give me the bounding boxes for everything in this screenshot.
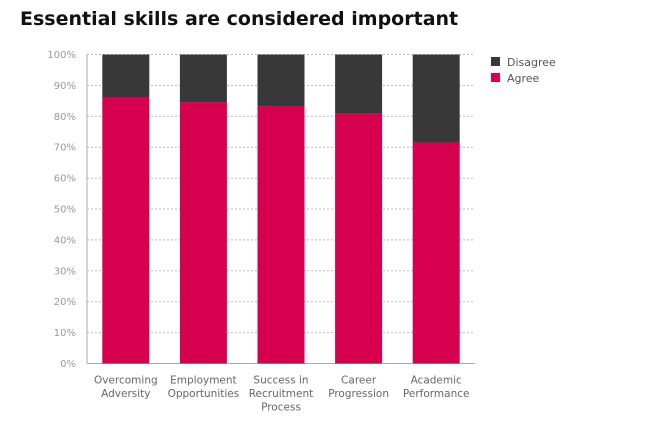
y-tick-label: 10% [54,328,76,339]
bar-agree [179,102,227,364]
y-tick-label: 40% [54,235,76,246]
legend-label-agree: Agree [507,72,540,85]
bar-disagree [335,54,383,114]
bar-agree [335,113,383,364]
bar-agree [257,106,305,364]
y-tick-label: 100% [47,50,76,61]
y-tick-label: 80% [54,112,76,123]
bar-disagree [412,54,460,143]
legend-swatch-agree [491,73,500,82]
y-tick-label: 90% [54,81,76,92]
bar-disagree [257,54,305,107]
legend-swatch-disagree [491,57,500,66]
chart-title: Essential skills are considered importan… [20,8,459,30]
y-tick-label: 0% [60,359,76,370]
y-tick-label: 30% [54,266,76,277]
legend-label-disagree: Disagree [507,56,556,69]
y-tick-label: 50% [54,205,76,216]
bar-agree [412,142,460,364]
x-tick-label: Academic Performance [403,375,470,401]
bar-disagree [102,54,150,98]
x-tick-label: Employment Opportunities [168,375,240,401]
bar-agree [102,97,150,364]
x-tick-label: Career Progression [328,375,389,401]
y-tick-label: 60% [54,174,76,185]
x-tick-label: Overcoming Adversity [94,375,158,401]
bar-disagree [179,54,227,103]
x-tick-label: Success in Recruitment Process [249,375,314,414]
y-tick-label: 20% [54,297,76,308]
y-tick-label: 70% [54,143,76,154]
